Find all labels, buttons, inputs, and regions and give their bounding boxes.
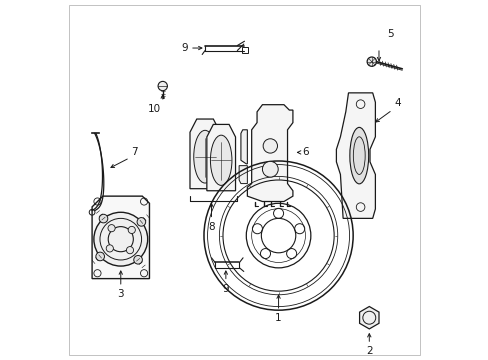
Text: 8: 8 (208, 222, 214, 232)
Circle shape (108, 225, 115, 232)
Polygon shape (241, 130, 247, 164)
Text: 10: 10 (147, 104, 161, 114)
Text: 6: 6 (302, 147, 308, 157)
Circle shape (263, 139, 277, 153)
Text: 5: 5 (386, 30, 393, 40)
Circle shape (94, 212, 147, 266)
Text: 9: 9 (181, 43, 187, 53)
Text: 4: 4 (393, 98, 400, 108)
Circle shape (366, 57, 376, 66)
Circle shape (137, 217, 145, 226)
Ellipse shape (210, 135, 231, 185)
Text: 1: 1 (275, 314, 281, 323)
Circle shape (126, 247, 133, 254)
Text: 3: 3 (117, 289, 124, 300)
Circle shape (134, 256, 142, 264)
Polygon shape (239, 166, 247, 184)
Circle shape (96, 252, 104, 261)
Text: 2: 2 (365, 346, 372, 356)
Polygon shape (190, 119, 220, 189)
Polygon shape (336, 93, 375, 219)
Circle shape (128, 226, 135, 234)
Ellipse shape (193, 130, 216, 183)
Text: 9: 9 (222, 284, 229, 294)
Text: 7: 7 (131, 147, 138, 157)
Polygon shape (359, 306, 378, 329)
Circle shape (262, 161, 278, 177)
Circle shape (158, 81, 167, 91)
Ellipse shape (349, 127, 368, 184)
Circle shape (106, 245, 113, 252)
Polygon shape (206, 125, 235, 191)
Polygon shape (247, 105, 292, 202)
Polygon shape (92, 196, 149, 279)
Circle shape (99, 214, 107, 223)
